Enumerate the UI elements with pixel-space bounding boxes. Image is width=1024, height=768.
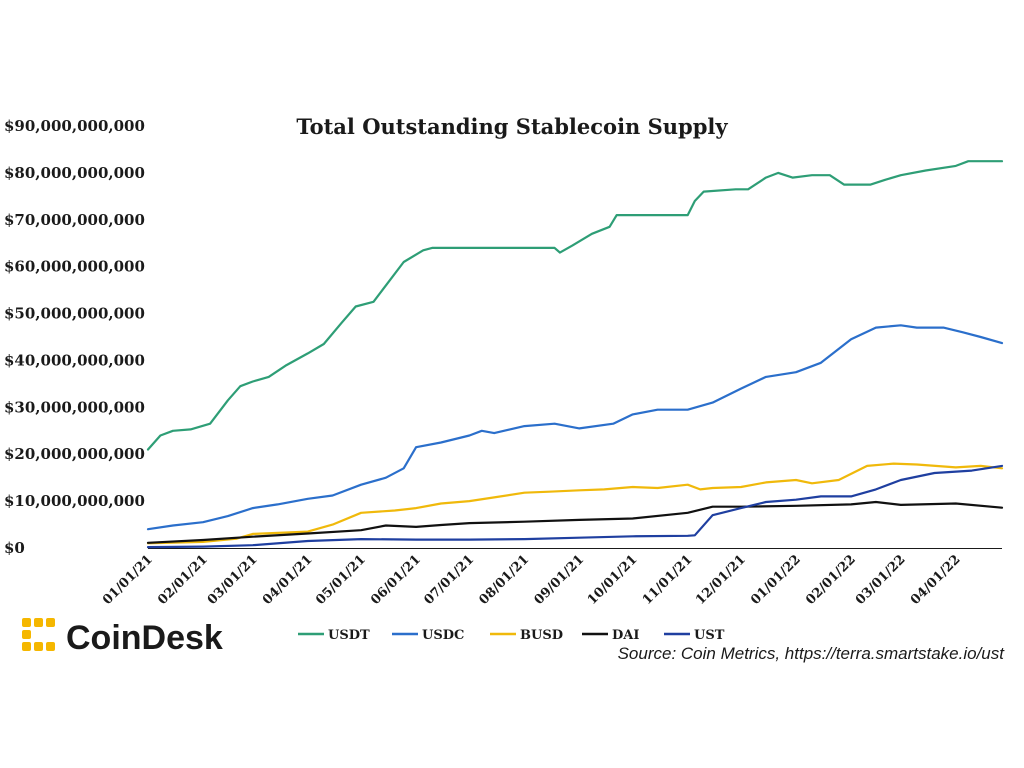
legend-label-dai: DAI: [612, 628, 639, 643]
series-line-usdc: [146, 324, 1004, 531]
y-tick-label: $0: [4, 539, 25, 557]
x-tick-label: 01/01/22: [748, 552, 804, 608]
legend-label-usdc: USDC: [422, 628, 464, 643]
chart-title: Total Outstanding Stablecoin Supply: [296, 114, 728, 139]
x-tick-label: 09/01/21: [532, 552, 588, 608]
x-tick-label: 04/01/21: [260, 552, 316, 608]
legend: USDT USDC BUSD DAI UST: [298, 628, 725, 643]
y-tick-label: $90,000,000,000: [4, 117, 145, 135]
x-tick-label: 04/01/22: [908, 552, 964, 608]
series-line-busd: [146, 462, 1004, 545]
y-tick-label: $40,000,000,000: [4, 351, 145, 369]
x-tick-label: 03/01/22: [853, 552, 909, 608]
legend-label-ust: UST: [694, 628, 725, 643]
legend-label-busd: BUSD: [520, 628, 563, 643]
x-tick-label: 11/01/21: [640, 552, 696, 608]
x-tick-label: 02/01/22: [803, 552, 859, 608]
x-tick-label: 02/01/21: [155, 552, 211, 608]
y-tick-label: $30,000,000,000: [4, 398, 145, 416]
series-line-usdt: [146, 160, 1004, 451]
coindesk-logo: CoinDesk: [22, 618, 223, 657]
y-axis-ticks: $0 $10,000,000,000 $20,000,000,000 $30,000,…: [4, 117, 145, 557]
source-note: Source: Coin Metrics, https://terra.smar…: [618, 644, 1006, 663]
x-tick-label: 05/01/21: [313, 552, 369, 608]
y-tick-label: $70,000,000,000: [4, 211, 145, 229]
series-line-ust: [146, 464, 1004, 549]
legend-label-usdt: USDT: [328, 628, 370, 643]
y-tick-label: $20,000,000,000: [4, 445, 145, 463]
x-tick-label: 01/01/21: [100, 552, 156, 608]
y-tick-label: $80,000,000,000: [4, 164, 145, 182]
y-tick-label: $60,000,000,000: [4, 258, 145, 276]
x-tick-label: 10/01/21: [585, 552, 641, 608]
x-tick-label: 08/01/21: [477, 552, 533, 608]
coindesk-wordmark: CoinDesk: [66, 619, 223, 657]
x-tick-label: 12/01/21: [693, 552, 749, 608]
x-tick-label: 07/01/21: [421, 552, 477, 608]
x-tick-label: 06/01/21: [368, 552, 424, 608]
series-lines: [146, 160, 1004, 549]
coindesk-logo-icon: [22, 618, 55, 651]
y-tick-label: $10,000,000,000: [4, 492, 145, 510]
x-tick-label: 03/01/21: [205, 552, 261, 608]
y-tick-label: $50,000,000,000: [4, 305, 145, 323]
series-line-dai: [146, 500, 1004, 544]
